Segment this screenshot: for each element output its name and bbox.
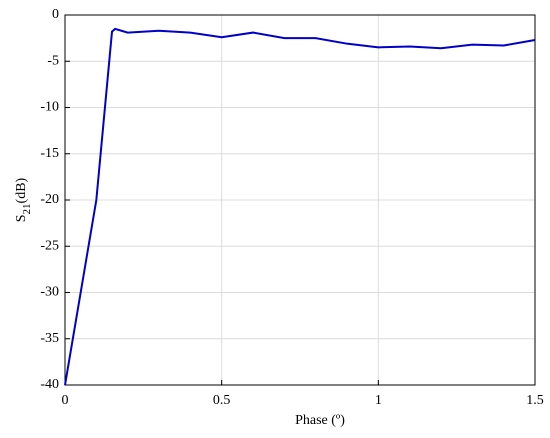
y-tick-label: -15 (40, 146, 59, 161)
y-tick-label: -10 (40, 100, 59, 115)
x-tick-label: 1 (375, 393, 382, 408)
x-tick-label: 1.5 (526, 393, 544, 408)
x-tick-label: 0.5 (213, 393, 231, 408)
y-label-main: S (14, 214, 29, 222)
data-line (64, 27, 536, 386)
x-axis-label: Phase (º) (295, 413, 345, 428)
y-tick-label: -30 (40, 285, 59, 300)
y-tick-label: -25 (40, 238, 59, 253)
y-label-sub: 21 (21, 203, 33, 214)
y-label-unit: (dB) (14, 177, 29, 203)
plot-frame (64, 14, 536, 386)
y-tick-label: -40 (40, 377, 59, 392)
x-tick-label: 0 (62, 393, 69, 408)
y-tick-label: -35 (40, 331, 59, 346)
y-tick-label: 0 (52, 7, 59, 22)
y-axis-label: S21(dB) (14, 177, 32, 222)
y-tick-label: -20 (40, 192, 59, 207)
y-tick-label: -5 (47, 53, 59, 68)
